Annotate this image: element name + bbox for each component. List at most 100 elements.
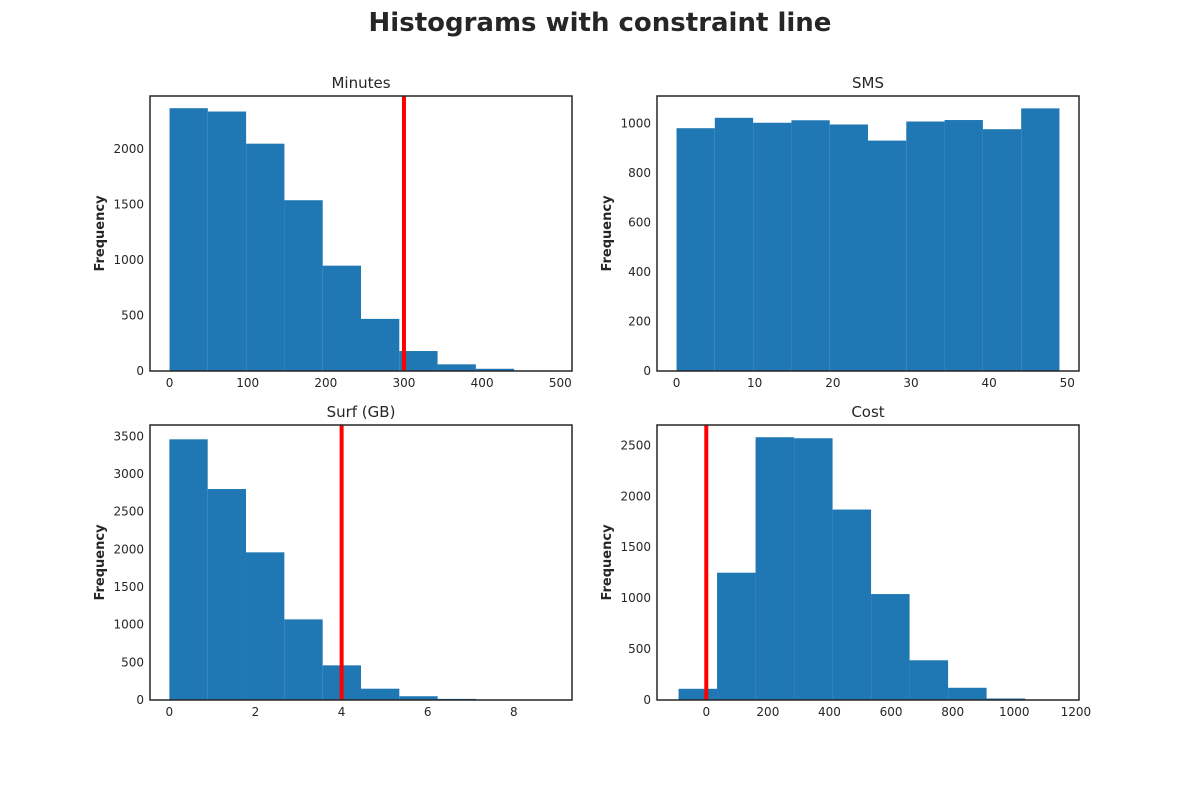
bar-7 bbox=[399, 351, 438, 371]
y-tick-label: 200 bbox=[628, 314, 651, 328]
axes-frame bbox=[656, 95, 1080, 372]
y-tick-label: 1500 bbox=[113, 198, 144, 212]
y-tick-label: 1000 bbox=[113, 253, 144, 267]
x-tick-label: 6 bbox=[424, 705, 432, 719]
bar-8 bbox=[437, 364, 476, 371]
y-tick-label: 1500 bbox=[113, 580, 144, 594]
y-tick-label: 3500 bbox=[113, 429, 144, 443]
bar-2 bbox=[207, 111, 247, 371]
bar-4 bbox=[794, 438, 833, 700]
y-tick-label: 0 bbox=[136, 364, 144, 378]
y-axis-label: Frequency bbox=[93, 195, 108, 272]
subplot-2: 0 10 20 30 40 50 0 200 400 600 800 1000 SMS Frequency bbox=[600, 74, 1080, 390]
bar-1 bbox=[169, 108, 208, 372]
y-tick-label: 0 bbox=[643, 693, 651, 707]
bar-5 bbox=[832, 509, 872, 700]
bar-4 bbox=[284, 200, 323, 371]
x-tick-label: 40 bbox=[981, 376, 996, 390]
bar-1 bbox=[678, 688, 718, 700]
bar-5 bbox=[829, 124, 868, 371]
x-tick-label: 400 bbox=[471, 376, 494, 390]
figure-title: Histograms with constraint line bbox=[368, 8, 832, 38]
x-tick-label: 20 bbox=[825, 376, 840, 390]
bar-8 bbox=[944, 120, 983, 372]
subplot-4: 0 200 400 600 800 1000 1200 0 500 1000 1500 2000 250… bbox=[600, 403, 1091, 719]
y-axis-label: Frequency bbox=[600, 524, 615, 601]
x-tick-label: 0 bbox=[166, 705, 174, 719]
x-tick-label: 200 bbox=[756, 705, 779, 719]
bar-1 bbox=[169, 439, 208, 700]
y-tick-label: 500 bbox=[121, 655, 144, 669]
bar-7 bbox=[399, 696, 438, 700]
y-tick-label: 1000 bbox=[113, 618, 144, 632]
x-tick-label: 2 bbox=[252, 705, 260, 719]
bar-3 bbox=[246, 552, 285, 700]
y-tick-label: 2500 bbox=[620, 438, 651, 452]
x-tick-label: 400 bbox=[818, 705, 841, 719]
y-tick-label: 500 bbox=[628, 642, 651, 656]
bar-8 bbox=[948, 687, 987, 700]
bar-2 bbox=[207, 489, 247, 700]
y-tick-label: 2500 bbox=[113, 505, 144, 519]
y-tick-label: 500 bbox=[121, 309, 144, 323]
bar-6 bbox=[361, 688, 400, 700]
bar-5 bbox=[322, 265, 361, 371]
bar-6 bbox=[871, 594, 910, 700]
y-tick-label: 1500 bbox=[620, 540, 651, 554]
y-tick-label: 400 bbox=[628, 265, 651, 279]
bar-4 bbox=[284, 619, 323, 700]
y-tick-label: 1000 bbox=[620, 591, 651, 605]
x-tick-label: 300 bbox=[393, 376, 416, 390]
bar-7 bbox=[906, 121, 945, 371]
y-tick-label: 2000 bbox=[113, 542, 144, 556]
x-tick-label: 0 bbox=[673, 376, 681, 390]
y-tick-label: 2000 bbox=[620, 489, 651, 503]
x-tick-label: 600 bbox=[880, 705, 903, 719]
x-tick-label: 0 bbox=[702, 705, 710, 719]
bar-3 bbox=[246, 143, 285, 371]
x-tick-label: 30 bbox=[903, 376, 918, 390]
x-tick-label: 500 bbox=[549, 376, 572, 390]
subplot-1: 0 100 200 300 400 500 0 500 1000 1500 2000 Minutes F… bbox=[93, 74, 573, 390]
x-tick-label: 200 bbox=[314, 376, 337, 390]
y-tick-label: 0 bbox=[643, 364, 651, 378]
bar-2 bbox=[714, 117, 754, 371]
bar-10 bbox=[1021, 108, 1060, 371]
x-tick-label: 1200 bbox=[1061, 705, 1092, 719]
x-tick-label: 0 bbox=[166, 376, 174, 390]
axes-frame bbox=[149, 424, 573, 701]
axes-frame bbox=[149, 95, 573, 372]
bar-2 bbox=[717, 572, 756, 700]
bar-3 bbox=[753, 122, 792, 371]
bar-4 bbox=[791, 120, 830, 371]
x-tick-label: 10 bbox=[747, 376, 762, 390]
bar-9 bbox=[475, 368, 515, 371]
bar-6 bbox=[361, 318, 400, 371]
subplot-3: 0 2 4 6 8 0 500 1000 1500 2000 2500 3000 3500 Surf (G… bbox=[93, 403, 573, 719]
y-tick-label: 600 bbox=[628, 215, 651, 229]
x-tick-label: 800 bbox=[941, 705, 964, 719]
bar-7 bbox=[909, 660, 949, 700]
x-tick-label: 100 bbox=[236, 376, 259, 390]
x-tick-label: 4 bbox=[338, 705, 346, 719]
subplot-title: Surf (GB) bbox=[327, 403, 396, 421]
subplot-title: SMS bbox=[852, 74, 884, 92]
y-tick-label: 800 bbox=[628, 166, 651, 180]
y-axis-label: Frequency bbox=[93, 524, 108, 601]
y-tick-label: 2000 bbox=[113, 142, 144, 156]
y-tick-label: 1000 bbox=[620, 116, 651, 130]
bar-9 bbox=[982, 129, 1022, 371]
bar-1 bbox=[676, 128, 715, 371]
bar-3 bbox=[755, 437, 795, 700]
x-tick-label: 50 bbox=[1060, 376, 1075, 390]
y-tick-label: 0 bbox=[136, 693, 144, 707]
bar-6 bbox=[868, 140, 907, 371]
bar-9 bbox=[986, 698, 1026, 700]
axes-frame bbox=[656, 424, 1080, 701]
x-tick-label: 1000 bbox=[999, 705, 1030, 719]
x-tick-label: 8 bbox=[510, 705, 518, 719]
subplot-title: Cost bbox=[851, 403, 884, 421]
y-axis-label: Frequency bbox=[600, 195, 615, 272]
